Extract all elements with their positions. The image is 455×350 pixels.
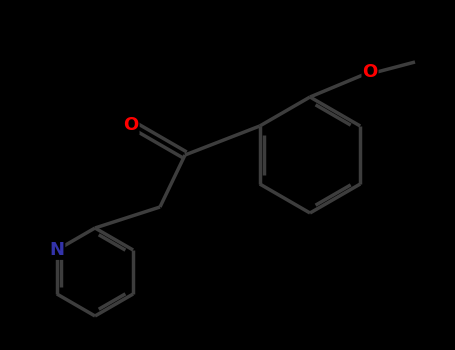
Text: O: O xyxy=(123,116,139,134)
Text: N: N xyxy=(50,241,65,259)
Text: O: O xyxy=(362,63,378,81)
